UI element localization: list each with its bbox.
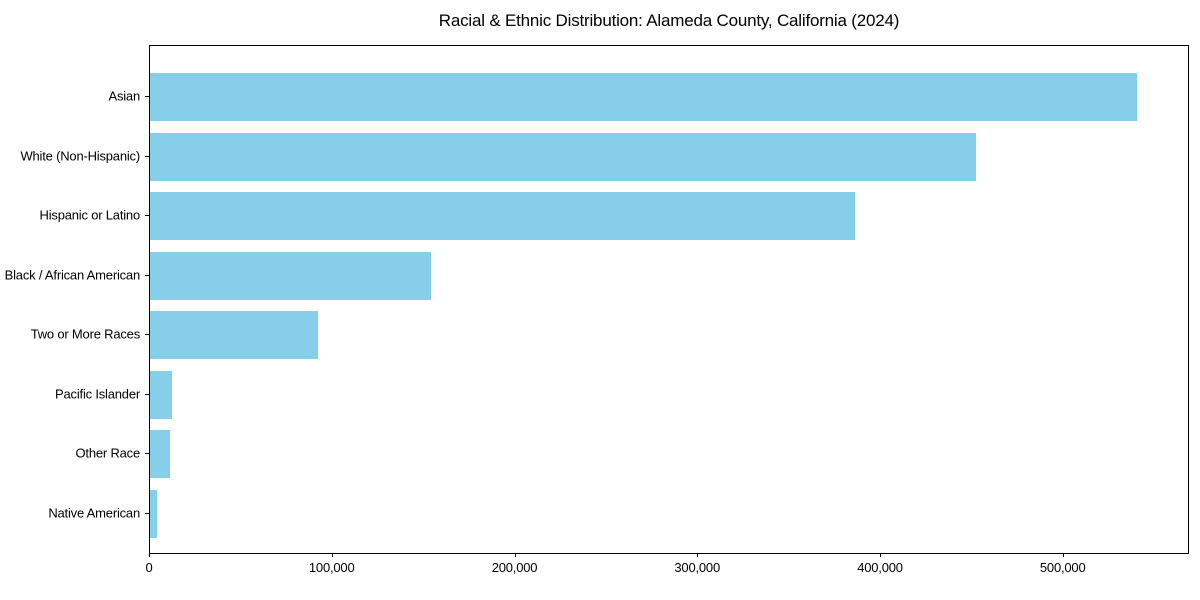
x-tick-label: 400,000 [857,560,903,575]
y-tick-mark [145,274,149,276]
x-tick-mark [880,553,881,557]
x-tick-mark [697,553,699,557]
x-tick-label: 200,000 [491,560,538,575]
x-tick-mark [331,553,333,557]
y-tick-mark [145,512,149,514]
y-tick-label-native-american: Native American [48,505,140,520]
y-tick-label-white-non-hispanic: White (Non-Hispanic) [20,148,140,163]
x-axis: 0 100,000 200,000 300,000 400,000 500,000 [145,553,1189,593]
y-tick-mark [145,215,149,216]
y-tick-label-black-african-american: Black / African American [4,267,141,282]
y-tick-label-two-or-more-races: Two or More Races [30,326,141,342]
bar-other-race [150,430,171,478]
chart-title: Racial & Ethnic Distribution: Alameda Co… [438,11,900,30]
y-tick-label-asian: Asian [108,88,140,104]
y-tick-label-hispanic-or-latino: Hispanic or Latino [39,207,141,223]
bar-two-or-more-races [150,311,319,359]
x-tick-label: 300,000 [674,560,720,575]
y-tick-mark [145,453,149,454]
x-tick-mark [514,553,516,557]
bar-pacific-islander [150,370,172,419]
bar-hispanic-or-latino [150,192,856,240]
y-tick-mark [145,393,149,395]
x-tick-label: 0 [145,560,153,575]
x-tick-mark [149,553,150,557]
y-axis: Asian White (Non-Hispanic) Hispanic or Lat… [0,45,149,554]
x-tick-mark [1062,553,1064,557]
bar-asian [150,73,1137,121]
y-tick-mark [145,96,149,97]
x-tick-label: 500,000 [1039,560,1086,575]
y-tick-label-other-race: Other Race [75,445,141,461]
plot-area [149,45,1189,554]
y-tick-label-pacific-islander: Pacific Islander [55,386,140,401]
y-tick-mark [145,155,149,157]
bar-white-non-hispanic [150,132,976,181]
x-tick-label: 100,000 [308,560,355,575]
y-tick-mark [145,334,149,335]
bar-native-american [150,489,158,538]
bar-black-african-american [150,251,432,300]
